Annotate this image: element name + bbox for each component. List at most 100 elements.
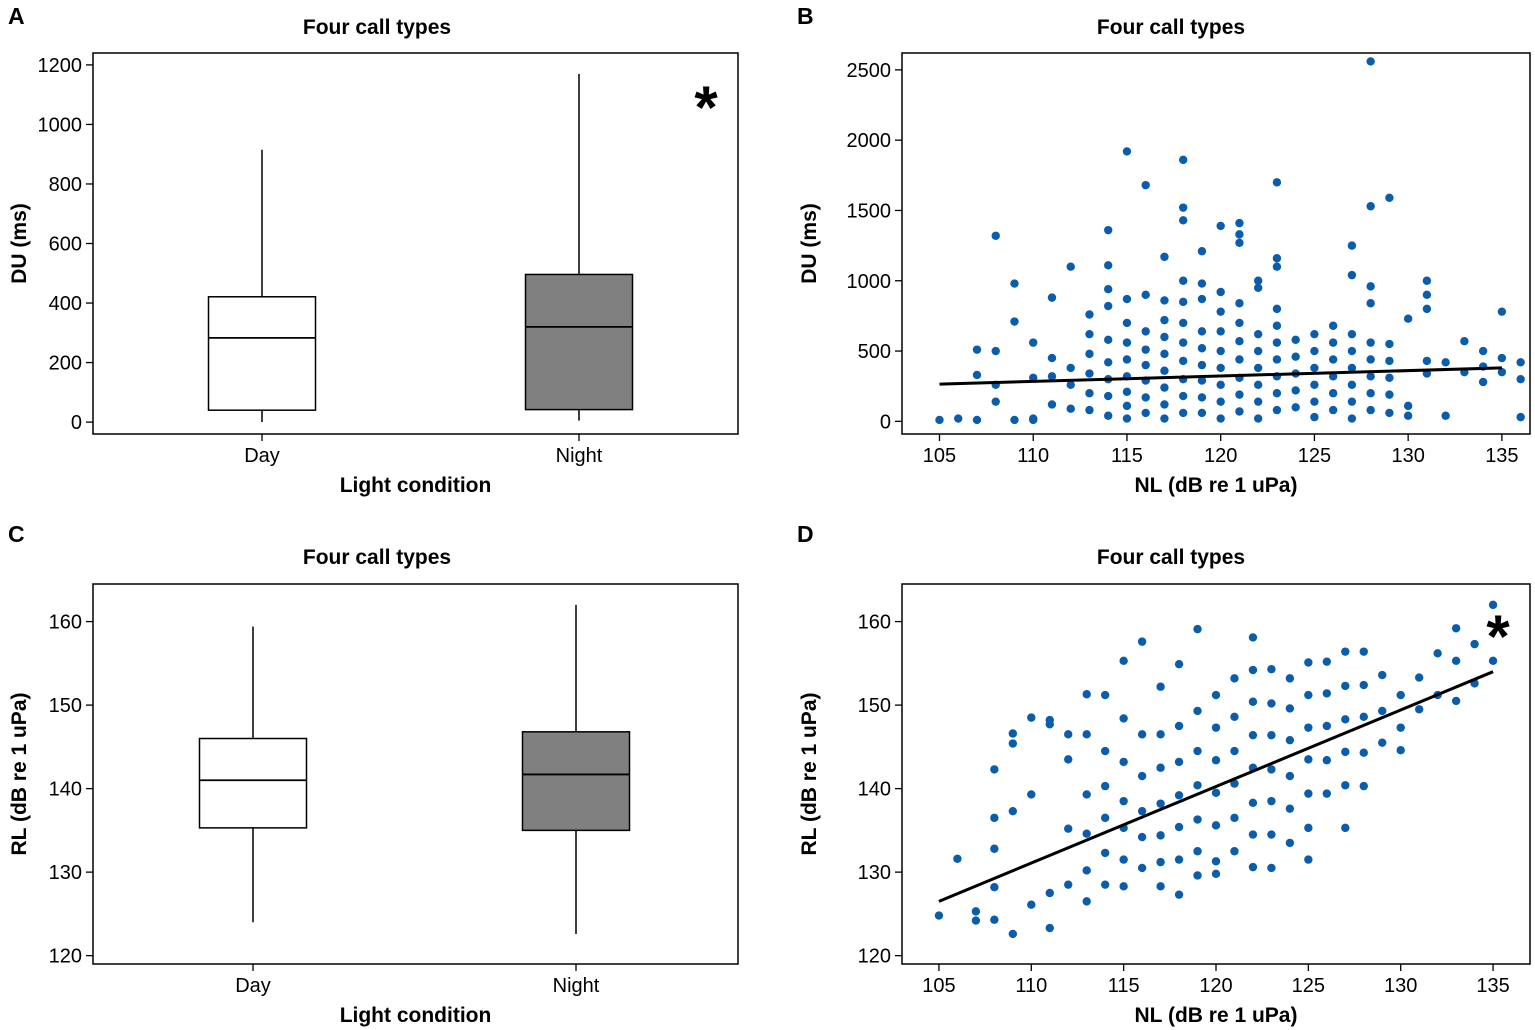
data-point — [1291, 403, 1300, 412]
data-point — [1216, 380, 1225, 389]
data-point — [1178, 408, 1188, 418]
data-point — [1122, 338, 1132, 347]
data-point — [1328, 338, 1338, 347]
data-point — [1291, 386, 1300, 395]
data-point — [1045, 720, 1054, 729]
y-tick-label: 130 — [858, 862, 891, 884]
x-tick-label: Day — [244, 445, 280, 467]
data-point — [1310, 412, 1319, 422]
data-point — [1197, 360, 1207, 370]
data-point — [1122, 318, 1132, 328]
data-point — [1285, 838, 1295, 848]
data-point — [1304, 789, 1313, 798]
data-point — [1396, 745, 1405, 755]
data-point — [1285, 804, 1295, 813]
data-point — [972, 345, 982, 354]
data-point — [1304, 755, 1313, 764]
data-point — [1174, 822, 1184, 832]
data-point — [1235, 230, 1244, 239]
y-tick-label: 120 — [858, 946, 891, 968]
data-point — [1341, 747, 1350, 757]
data-point — [1359, 781, 1368, 791]
data-point — [1193, 746, 1202, 756]
data-point — [1104, 335, 1113, 345]
data-point — [1385, 193, 1394, 203]
y-tick-label: 1500 — [847, 200, 892, 222]
y-tick-label: 140 — [49, 779, 82, 801]
data-point — [1359, 748, 1368, 757]
data-point — [1085, 405, 1094, 415]
data-point — [1141, 408, 1150, 418]
data-point — [1178, 356, 1188, 366]
data-point — [1267, 796, 1276, 806]
data-point — [991, 397, 1000, 406]
data-point — [1137, 806, 1147, 816]
data-point — [1433, 649, 1442, 658]
x-tick-label: 110 — [1017, 445, 1049, 467]
data-point — [1304, 723, 1313, 732]
data-point — [1029, 338, 1038, 347]
data-point — [1253, 329, 1263, 339]
data-point — [1122, 401, 1132, 411]
data-point — [1085, 369, 1094, 378]
panel-c: C Four call types 120 130 140 150 160 RL (dB re… — [8, 521, 739, 1027]
data-point — [1045, 888, 1054, 898]
x-tick-label: Night — [556, 445, 603, 467]
y-tick-label: 130 — [49, 862, 82, 884]
panel-b: B Four call types 0 500 1000 1500 2000 2500 DU (… — [797, 3, 1531, 497]
data-point — [1403, 411, 1413, 420]
data-point — [1248, 730, 1258, 740]
data-point — [1272, 405, 1282, 415]
data-point — [1066, 404, 1075, 413]
x-tick-label: 125 — [1292, 975, 1325, 997]
data-point — [1322, 689, 1332, 698]
data-point — [1085, 329, 1094, 339]
panel-label: B — [797, 3, 814, 29]
data-point — [1178, 203, 1188, 212]
x-tick-label: 130 — [1391, 445, 1424, 467]
data-point — [1008, 739, 1018, 748]
scatter-points — [934, 600, 1498, 939]
data-point — [1347, 380, 1357, 389]
data-point — [1156, 799, 1165, 808]
data-point — [1160, 332, 1169, 342]
data-point — [1422, 356, 1432, 366]
data-point — [1385, 373, 1394, 382]
data-point — [1248, 697, 1258, 706]
data-point — [1082, 866, 1091, 875]
data-point — [990, 813, 999, 823]
data-point — [1010, 415, 1019, 425]
data-point — [1516, 412, 1525, 422]
data-point — [1178, 297, 1188, 307]
data-point — [1378, 706, 1387, 716]
data-point — [1378, 738, 1387, 747]
data-point — [1230, 712, 1239, 721]
data-point — [1064, 824, 1073, 833]
data-point — [1211, 857, 1221, 866]
data-point — [1178, 276, 1188, 285]
x-tick-label: 105 — [923, 445, 956, 467]
data-point — [1047, 372, 1057, 381]
data-point — [1347, 363, 1357, 373]
trend-line — [938, 670, 1494, 903]
data-point — [1197, 279, 1207, 288]
data-point — [1230, 779, 1239, 788]
data-point — [1216, 287, 1225, 297]
data-point — [1174, 721, 1184, 731]
data-point — [1347, 346, 1357, 356]
data-point — [1008, 806, 1018, 816]
data-point — [1193, 781, 1202, 790]
data-point — [1100, 813, 1110, 823]
data-point — [1174, 855, 1184, 864]
data-point — [1100, 781, 1110, 791]
data-point — [1008, 729, 1018, 738]
chart-title: Four call types — [1097, 16, 1245, 39]
data-point — [1347, 329, 1357, 339]
data-point — [1160, 414, 1169, 423]
plot-frame — [901, 583, 1531, 965]
data-point — [1272, 178, 1282, 187]
data-point — [1497, 353, 1507, 363]
data-point — [1235, 299, 1244, 308]
data-point — [1328, 355, 1338, 364]
x-axis-label: NL (dB re 1 uPa) — [1135, 1004, 1298, 1027]
